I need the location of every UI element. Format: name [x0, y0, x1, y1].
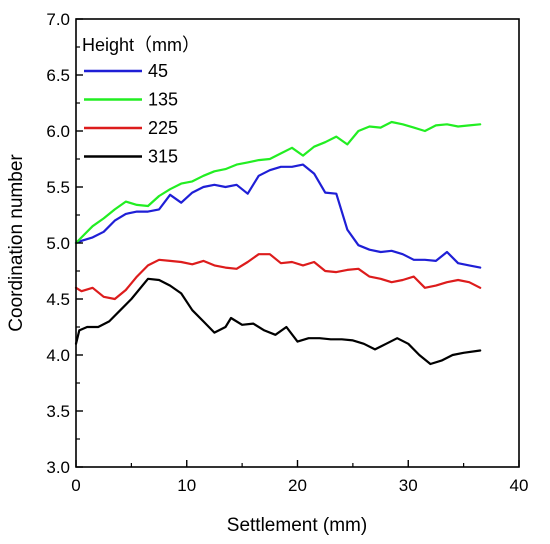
y-tick-label: 6.0	[46, 122, 70, 141]
series-layer	[74, 120, 482, 366]
y-tick-label: 5.0	[46, 234, 70, 253]
legend-title: Height（mm）	[82, 35, 200, 55]
x-tick-label: 0	[71, 476, 80, 495]
y-tick-label: 6.5	[46, 66, 70, 85]
y-tick-label: 7.0	[46, 10, 70, 29]
legend-label-315: 315	[148, 147, 178, 167]
y-tick-label: 4.0	[46, 346, 70, 365]
legend-label-225: 225	[148, 118, 178, 138]
series-line-135	[74, 120, 482, 245]
series-line-225	[74, 253, 482, 301]
x-tick-label: 30	[399, 476, 418, 495]
x-tick-label: 20	[288, 476, 307, 495]
y-tick-label: 5.5	[46, 178, 70, 197]
y-tick-label: 3.5	[46, 402, 70, 421]
y-tick-label: 3.0	[46, 458, 70, 477]
x-axis: 0 10 20 30 40	[71, 460, 528, 495]
x-axis-title: Settlement (mm)	[227, 515, 367, 536]
y-tick-label: 4.5	[46, 290, 70, 309]
series-line-315	[74, 277, 482, 366]
plot-frame	[75, 18, 520, 468]
legend-label-45: 45	[148, 61, 168, 81]
legend-label-135: 135	[148, 90, 178, 110]
y-axis: 3.0 3.5 4.0 4.5 5.0 5.5 6.0 6.5 7.0	[46, 10, 83, 477]
plot-area	[74, 18, 520, 468]
x-tick-label: 10	[177, 476, 196, 495]
series-line-45	[74, 163, 482, 269]
legend: Height（mm） 45 135 225 315	[82, 35, 200, 167]
y-axis-title: Coordination number	[6, 154, 27, 332]
legend-items: 45 135 225 315	[84, 61, 178, 167]
x-tick-label: 40	[510, 476, 529, 495]
